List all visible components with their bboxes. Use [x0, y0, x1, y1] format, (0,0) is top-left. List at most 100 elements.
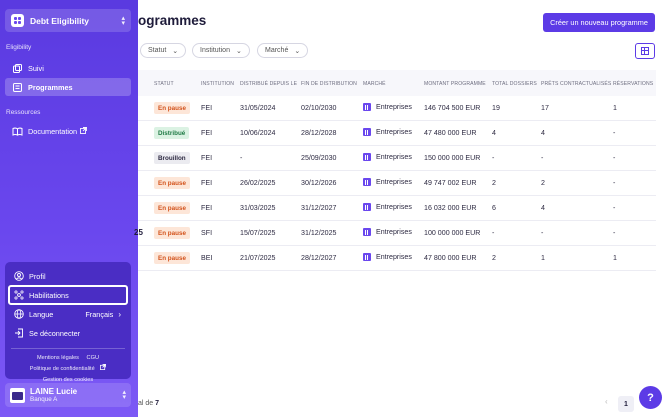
cell-loans: 4 — [541, 204, 545, 212]
external-link-icon — [99, 364, 107, 372]
menu-item-habilitations[interactable]: Habilitations — [8, 285, 128, 305]
table-row[interactable]: En pause BEI 21/07/2025 28/12/2027 47 800 00… — [138, 246, 656, 271]
menu-item-profile[interactable]: Profil — [9, 267, 127, 285]
menu-item-label: Profil — [29, 271, 46, 281]
avatar — [10, 387, 25, 403]
cell-loans: - — [541, 154, 544, 162]
cell-amount: 16 032 000 EUR — [424, 204, 477, 212]
status-badge: En pause — [154, 227, 190, 239]
table-row[interactable]: En pause FEI 31/03/2025 31/12/2027 16 032 00… — [138, 196, 656, 221]
menu-item-logout[interactable]: Se déconnecter — [9, 324, 127, 342]
cell-institution: FEI — [201, 204, 213, 212]
cell-market: Entreprises — [363, 153, 412, 161]
legal-link[interactable]: Mentions légales — [37, 355, 79, 361]
cell-amount: 100 000 000 EUR — [424, 229, 481, 237]
cell-amount: 150 000 000 EUR — [424, 154, 481, 162]
cell-end: 31/12/2025 — [301, 229, 337, 237]
menu-item-label: Habilitations — [29, 290, 69, 300]
cell-market: Entreprises — [363, 203, 412, 211]
grid-icon — [641, 47, 649, 55]
help-button[interactable]: ? — [639, 386, 662, 409]
cell-end: 02/10/2030 — [301, 104, 337, 112]
status-badge: Distribué — [154, 127, 190, 139]
privacy-link[interactable]: Politique de confidentialité — [29, 366, 95, 372]
building-icon — [363, 103, 371, 111]
menu-item-label: Se déconnecter — [29, 328, 81, 338]
cell-market: Entreprises — [363, 178, 412, 186]
user-organization: Banque A — [30, 396, 58, 403]
cell-files: 6 — [492, 204, 496, 212]
cell-market: Entreprises — [363, 128, 412, 136]
column-header-amount: MONTANT PROGRAMME — [424, 81, 486, 87]
globe-icon — [13, 309, 24, 320]
market-label: Entreprises — [376, 178, 412, 186]
cell-loans: 4 — [541, 129, 545, 137]
create-program-button[interactable]: Créer un nouveau programme — [543, 13, 655, 32]
chevron-down-icon: ⌄ — [172, 47, 179, 55]
cell-files: - — [492, 154, 495, 162]
column-header-end: FIN DE DISTRIBUTION — [301, 81, 357, 87]
market-label: Entreprises — [376, 128, 412, 136]
cell-amount: 47 800 000 EUR — [424, 254, 477, 262]
filter-label: Statut — [148, 47, 167, 54]
building-icon — [363, 128, 371, 136]
building-icon — [363, 228, 371, 236]
cookies-link[interactable]: Gestion des cookies — [42, 377, 94, 383]
table-row[interactable]: Brouillon FEI - 25/09/2030 150 000 000 EUR - -… — [138, 146, 656, 171]
status-badge: En pause — [154, 102, 190, 114]
sidebar-item-documentation[interactable]: Documentation — [5, 122, 131, 140]
filter-statut[interactable]: Statut ⌄ — [140, 43, 187, 58]
table-row[interactable]: Distribué FEI 10/06/2024 28/12/2028 47 480 0… — [138, 121, 656, 146]
sidebar: Debt Eligibility ▴ ▾ Eligibility Suivi Pr… — [0, 0, 138, 417]
page-title: ogrammes — [138, 13, 207, 28]
sidebar-item-programmes[interactable]: Programmes — [5, 78, 131, 96]
programs-icon — [12, 82, 23, 93]
cell-loans: - — [541, 229, 544, 237]
cell-institution: SFI — [201, 229, 213, 237]
page-number-button[interactable]: 1 — [618, 396, 634, 412]
market-label: Entreprises — [376, 253, 412, 261]
cell-reservations: 1 — [613, 104, 617, 112]
table-row[interactable]: En pause FEI 26/02/2025 30/12/2026 49 747 00… — [138, 171, 656, 196]
app-name: Debt Eligibility — [30, 15, 90, 26]
filter-marche[interactable]: Marché ⌄ — [257, 43, 309, 58]
results-count: al de 7 — [138, 400, 159, 407]
language-value-label: Français — [85, 309, 114, 319]
columns-toggle-button[interactable] — [635, 43, 655, 59]
filter-institution[interactable]: Institution ⌄ — [192, 43, 250, 58]
status-badge: En pause — [154, 177, 190, 189]
cell-since: 21/07/2025 — [240, 254, 276, 262]
chevron-down-icon: ⌄ — [235, 47, 242, 55]
menu-item-language[interactable]: Langue Français › — [9, 305, 127, 323]
building-icon — [363, 178, 371, 186]
user-account-switcher[interactable]: LAINE Lucie Banque A ▴ ▾ — [5, 383, 131, 407]
column-header-loans: PRÊTS CONTRACTUALISÉS — [541, 81, 612, 87]
market-label: Entreprises — [376, 153, 412, 161]
cell-since: 26/02/2025 — [240, 179, 276, 187]
column-header-market: MARCHÉ — [363, 81, 386, 87]
results-count-prefix: al de — [138, 400, 154, 407]
column-header-status: STATUT — [154, 81, 174, 87]
cell-since: 15/07/2025 — [240, 229, 276, 237]
user-circle-icon — [13, 271, 24, 282]
building-icon — [363, 203, 371, 211]
cell-loans: 17 — [541, 104, 549, 112]
table-row[interactable]: En pause FEI 31/05/2024 02/10/2030 146 704 5… — [138, 96, 656, 121]
row-name-fragment: 25 — [134, 228, 143, 237]
app-switcher[interactable]: Debt Eligibility ▴ ▾ — [5, 9, 131, 32]
cell-end: 30/12/2026 — [301, 179, 337, 187]
cell-files: 19 — [492, 104, 500, 112]
status-badge: Brouillon — [154, 152, 190, 164]
prev-page-button[interactable]: ‹ — [605, 397, 608, 406]
cell-amount: 146 704 500 EUR — [424, 104, 481, 112]
cgu-link[interactable]: CGU — [86, 355, 99, 361]
cell-amount: 49 747 002 EUR — [424, 179, 477, 187]
sidebar-item-suivi[interactable]: Suivi — [5, 59, 131, 77]
column-header-reservations: RÉSERVATIONS — [613, 81, 654, 87]
book-icon — [12, 126, 23, 137]
cell-since: 31/05/2024 — [240, 104, 276, 112]
table-row[interactable]: En pause SFI 15/07/2025 31/12/2025 100 000 0… — [138, 221, 656, 246]
language-value: Français › — [85, 310, 121, 319]
filter-label: Institution — [200, 47, 230, 54]
market-label: Entreprises — [376, 228, 412, 236]
